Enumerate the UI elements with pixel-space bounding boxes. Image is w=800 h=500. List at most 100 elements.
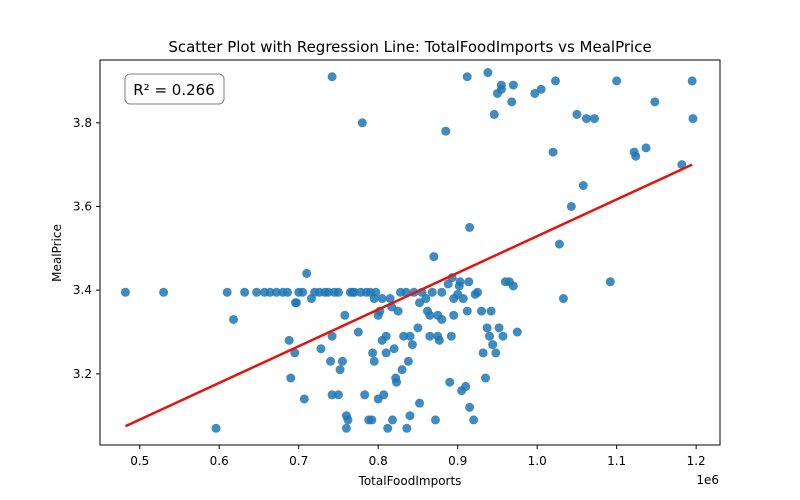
data-point-110 (462, 72, 472, 82)
data-point-28 (327, 390, 337, 400)
data-point-66 (388, 415, 398, 425)
data-point-76 (403, 356, 413, 366)
data-point-50 (367, 415, 377, 425)
data-point-146 (572, 109, 582, 119)
data-point-35 (337, 356, 347, 366)
data-point-122 (483, 68, 493, 78)
data-point-33 (333, 287, 343, 297)
y-axis-label: MealPrice (50, 224, 64, 282)
x-tick-label: 0.7 (289, 454, 308, 468)
data-point-51 (368, 348, 378, 358)
data-point-114 (465, 402, 475, 412)
data-point-29 (327, 331, 337, 341)
data-point-94 (434, 335, 444, 345)
data-point-32 (333, 390, 343, 400)
data-point-58 (377, 294, 387, 304)
x-tick-label: 1.0 (528, 454, 547, 468)
data-point-6 (252, 287, 262, 297)
data-point-137 (508, 281, 518, 291)
x-axis: 0.5 0.6 0.7 0.8 0.9 1.0 1.1 1.2 (130, 445, 706, 468)
data-point-151 (612, 76, 622, 86)
data-point-39 (343, 415, 353, 425)
data-point-85 (421, 294, 431, 304)
data-point-24 (316, 344, 326, 354)
data-point-38 (341, 423, 351, 433)
data-point-89 (427, 287, 437, 297)
data-point-143 (554, 239, 564, 249)
data-point-150 (605, 277, 615, 287)
data-point-46 (360, 390, 370, 400)
data-point-0 (120, 287, 130, 297)
data-point-117 (473, 287, 483, 297)
data-point-88 (425, 310, 435, 320)
data-point-156 (677, 160, 687, 170)
data-point-79 (407, 340, 417, 350)
data-point-5 (240, 287, 250, 297)
data-point-54 (371, 287, 381, 297)
x-tick-label: 0.8 (369, 454, 388, 468)
data-point-145 (566, 201, 576, 211)
data-point-100 (446, 331, 456, 341)
data-point-127 (491, 348, 501, 358)
data-point-138 (512, 327, 522, 337)
data-point-16 (291, 298, 301, 308)
data-point-83 (415, 298, 425, 308)
data-point-82 (415, 398, 425, 408)
data-point-64 (385, 294, 395, 304)
data-point-132 (498, 331, 508, 341)
data-point-90 (429, 252, 439, 262)
data-point-69 (391, 377, 401, 387)
data-point-78 (405, 411, 415, 421)
data-point-153 (631, 151, 641, 161)
data-point-109 (461, 381, 471, 391)
data-point-36 (340, 310, 350, 320)
annotation-box (124, 73, 225, 105)
data-point-62 (381, 348, 391, 358)
x-tick-label: 1.2 (687, 454, 706, 468)
data-point-43 (353, 327, 363, 337)
regression-line (124, 163, 693, 428)
data-point-124 (486, 306, 496, 316)
data-point-30 (327, 72, 337, 82)
x-tick-label: 0.9 (448, 454, 467, 468)
annotation-text: R² = 0.266 (133, 81, 214, 99)
data-point-139 (530, 88, 540, 98)
y-tick-label: 3.2 (73, 367, 92, 381)
x-tick-label: 0.5 (130, 454, 149, 468)
data-point-27 (326, 356, 336, 366)
data-point-120 (481, 373, 491, 383)
data-point-9 (271, 287, 281, 297)
y-tick-label: 3.6 (73, 199, 92, 213)
y-tick-label: 3.4 (73, 283, 92, 297)
data-point-18 (298, 287, 308, 297)
data-point-81 (413, 323, 423, 333)
plot-area-frame (99, 59, 721, 446)
data-point-118 (477, 306, 487, 316)
chart-title: Scatter Plot with Regression Line: Total… (168, 38, 651, 56)
data-point-8 (265, 287, 275, 297)
data-point-154 (641, 143, 651, 153)
data-point-95 (437, 314, 447, 324)
data-point-61 (381, 331, 391, 341)
x-tick-label: 1.1 (607, 454, 626, 468)
data-point-20 (302, 268, 312, 278)
data-point-72 (397, 365, 407, 375)
data-point-45 (357, 118, 367, 128)
data-point-119 (478, 348, 488, 358)
data-point-158 (688, 114, 698, 124)
data-point-157 (687, 76, 697, 86)
data-point-73 (399, 331, 409, 341)
data-point-115 (469, 415, 479, 425)
data-point-140 (536, 84, 546, 94)
data-point-96 (437, 287, 447, 297)
data-point-108 (458, 294, 468, 304)
data-point-106 (455, 277, 465, 287)
data-point-102 (449, 310, 459, 320)
data-point-12 (284, 335, 294, 345)
x-axis-label: TotalFoodImports (358, 474, 462, 488)
data-point-125 (488, 340, 498, 350)
data-point-42 (349, 287, 359, 297)
data-point-63 (383, 423, 393, 433)
data-point-135 (507, 97, 517, 107)
